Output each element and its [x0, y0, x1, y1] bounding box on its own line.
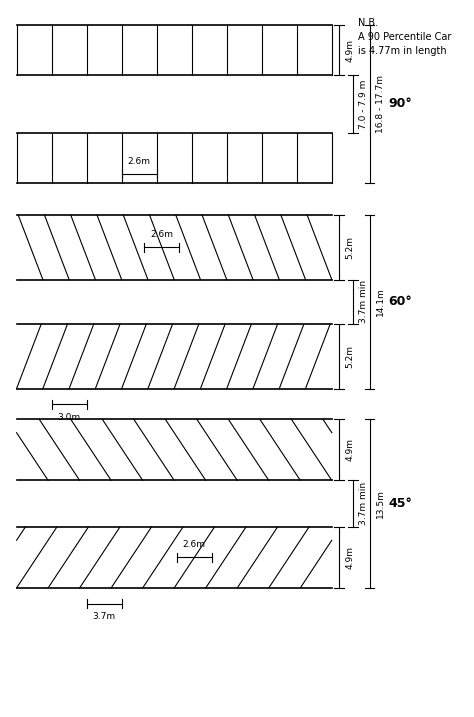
- Text: 60°: 60°: [389, 295, 412, 308]
- Text: N.B.
A 90 Percentile Car
is 4.77m in length: N.B. A 90 Percentile Car is 4.77m in len…: [358, 18, 451, 56]
- Text: 3.7m min: 3.7m min: [359, 482, 368, 526]
- Text: 5.2m: 5.2m: [345, 345, 354, 368]
- Text: 16.8 - 17.7m: 16.8 - 17.7m: [376, 75, 385, 133]
- Text: 2.6m: 2.6m: [128, 156, 151, 166]
- Text: 2.6m: 2.6m: [150, 230, 173, 239]
- Text: 45°: 45°: [389, 497, 412, 511]
- Text: 90°: 90°: [389, 98, 412, 110]
- Text: 3.0m: 3.0m: [57, 412, 81, 422]
- Text: 4.9m: 4.9m: [345, 438, 354, 462]
- Text: 3.7m min: 3.7m min: [359, 280, 368, 323]
- Text: 3.7m: 3.7m: [92, 612, 116, 621]
- Text: 5.2m: 5.2m: [345, 236, 354, 259]
- Text: 13.5m: 13.5m: [376, 489, 385, 518]
- Text: 2.6m: 2.6m: [183, 541, 206, 549]
- Text: 14.1m: 14.1m: [376, 288, 385, 316]
- Text: 7.0 - 7.9 m: 7.0 - 7.9 m: [359, 80, 368, 128]
- Text: 4.9m: 4.9m: [345, 39, 354, 62]
- Text: 4.9m: 4.9m: [345, 546, 354, 569]
